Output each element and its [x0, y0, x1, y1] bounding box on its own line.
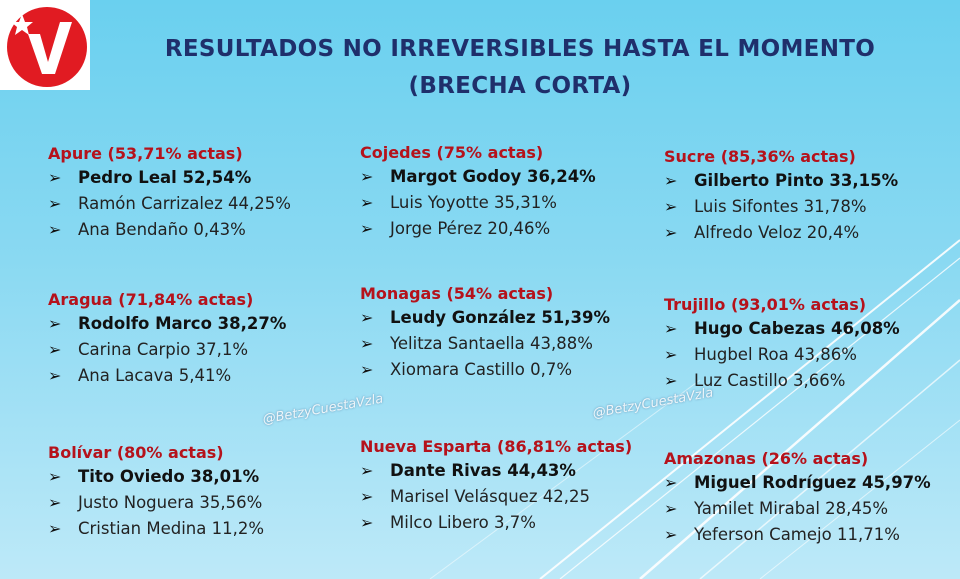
candidate-row: ➢ Alfredo Veloz 20,4% — [664, 220, 898, 246]
arrow-bullet-icon: ➢ — [48, 519, 62, 538]
candidate-row: ➢ Xiomara Castillo 0,7% — [360, 357, 610, 383]
arrow-bullet-icon: ➢ — [664, 473, 678, 492]
state-header: Cojedes (75% actas) — [360, 143, 544, 162]
arrow-bullet-icon: ➢ — [664, 371, 678, 390]
arrow-bullet-icon: ➢ — [48, 194, 62, 213]
candidate-row: ➢ Justo Noguera 35,56% — [48, 490, 264, 516]
party-v-logo-icon — [7, 7, 87, 87]
arrow-bullet-icon: ➢ — [664, 171, 678, 190]
candidate-row: ➢ Gilberto Pinto 33,15% — [664, 168, 898, 194]
arrow-bullet-icon: ➢ — [360, 461, 374, 480]
arrow-bullet-icon: ➢ — [360, 193, 374, 212]
arrow-bullet-icon: ➢ — [48, 493, 62, 512]
candidate-row: ➢ Ramón Carrizalez 44,25% — [48, 191, 291, 217]
candidate-row: ➢ Jorge Pérez 20,46% — [360, 216, 596, 242]
arrow-bullet-icon: ➢ — [664, 499, 678, 518]
candidate-row: ➢ Luz Castillo 3,66% — [664, 368, 900, 394]
state-header: Aragua (71,84% actas) — [48, 290, 254, 309]
arrow-bullet-icon: ➢ — [360, 360, 374, 379]
arrow-bullet-icon: ➢ — [664, 525, 678, 544]
candidate-row: ➢ Hugo Cabezas 46,08% — [664, 316, 900, 342]
candidate-row: ➢ Leudy González 51,39% — [360, 305, 610, 331]
arrow-bullet-icon: ➢ — [360, 219, 374, 238]
logo — [0, 0, 90, 90]
state-header: Sucre (85,36% actas) — [664, 147, 856, 166]
watermark: @BetzyCuestaVzla — [261, 391, 385, 428]
candidate-row: ➢ Yamilet Mirabal 28,45% — [664, 496, 931, 522]
candidate-row: ➢ Rodolfo Marco 38,27% — [48, 311, 286, 337]
page-title: RESULTADOS NO IRREVERSIBLES HASTA EL MOM… — [164, 36, 876, 62]
candidate-row: ➢ Yeferson Camejo 11,71% — [664, 522, 931, 548]
arrow-bullet-icon: ➢ — [48, 220, 62, 239]
state-block-bolivar: Bolívar (80% actas) ➢ Tito Oviedo 38,01% … — [48, 442, 264, 542]
candidate-row: ➢ Ana Bendaño 0,43% — [48, 217, 291, 243]
state-block-nueva-esparta: Nueva Esparta (86,81% actas) ➢ Dante Riva… — [360, 436, 632, 536]
candidate-row: ➢ Dante Rivas 44,43% — [360, 458, 632, 484]
state-header: Amazonas (26% actas) — [664, 449, 869, 468]
state-block-apure: Apure (53,71% actas) ➢ Pedro Leal 52,54% … — [48, 143, 291, 243]
state-block-cojedes: Cojedes (75% actas) ➢ Margot Godoy 36,24%… — [360, 142, 596, 242]
candidate-row: ➢ Pedro Leal 52,54% — [48, 165, 291, 191]
arrow-bullet-icon: ➢ — [48, 366, 62, 385]
arrow-bullet-icon: ➢ — [360, 487, 374, 506]
state-block-monagas: Monagas (54% actas) ➢ Leudy González 51,3… — [360, 283, 610, 383]
candidate-row: ➢ Milco Libero 3,7% — [360, 510, 632, 536]
arrow-bullet-icon: ➢ — [664, 345, 678, 364]
candidate-row: ➢ Marisel Velásquez 42,25 — [360, 484, 632, 510]
candidate-row: ➢ Margot Godoy 36,24% — [360, 164, 596, 190]
state-header: Monagas (54% actas) — [360, 284, 554, 303]
candidate-row: ➢ Miguel Rodríguez 45,97% — [664, 470, 931, 496]
candidate-row: ➢ Ana Lacava 5,41% — [48, 363, 286, 389]
arrow-bullet-icon: ➢ — [664, 223, 678, 242]
arrow-bullet-icon: ➢ — [48, 340, 62, 359]
arrow-bullet-icon: ➢ — [48, 314, 62, 333]
candidate-row: ➢ Yelitza Santaella 43,88% — [360, 331, 610, 357]
state-header: Bolívar (80% actas) — [48, 443, 224, 462]
arrow-bullet-icon: ➢ — [48, 467, 62, 486]
arrow-bullet-icon: ➢ — [48, 168, 62, 187]
arrow-bullet-icon: ➢ — [664, 319, 678, 338]
candidate-row: ➢ Luis Yoyotte 35,31% — [360, 190, 596, 216]
arrow-bullet-icon: ➢ — [360, 334, 374, 353]
candidate-row: ➢ Tito Oviedo 38,01% — [48, 464, 264, 490]
candidate-row: ➢ Luis Sifontes 31,78% — [664, 194, 898, 220]
state-block-trujillo: Trujillo (93,01% actas) ➢ Hugo Cabezas 46… — [664, 294, 900, 394]
candidate-row: ➢ Cristian Medina 11,2% — [48, 516, 264, 542]
state-block-aragua: Aragua (71,84% actas) ➢ Rodolfo Marco 38,… — [48, 289, 286, 389]
candidate-row: ➢ Hugbel Roa 43,86% — [664, 342, 900, 368]
arrow-bullet-icon: ➢ — [664, 197, 678, 216]
arrow-bullet-icon: ➢ — [360, 167, 374, 186]
state-header: Trujillo (93,01% actas) — [664, 295, 867, 314]
page-subtitle: (BRECHA CORTA) — [408, 73, 632, 99]
candidate-row: ➢ Carina Carpio 37,1% — [48, 337, 286, 363]
state-header: Nueva Esparta (86,81% actas) — [360, 437, 633, 456]
arrow-bullet-icon: ➢ — [360, 513, 374, 532]
arrow-bullet-icon: ➢ — [360, 308, 374, 327]
state-block-amazonas: Amazonas (26% actas) ➢ Miguel Rodríguez 4… — [664, 448, 931, 548]
state-block-sucre: Sucre (85,36% actas) ➢ Gilberto Pinto 33,… — [664, 146, 898, 246]
state-header: Apure (53,71% actas) — [48, 144, 243, 163]
